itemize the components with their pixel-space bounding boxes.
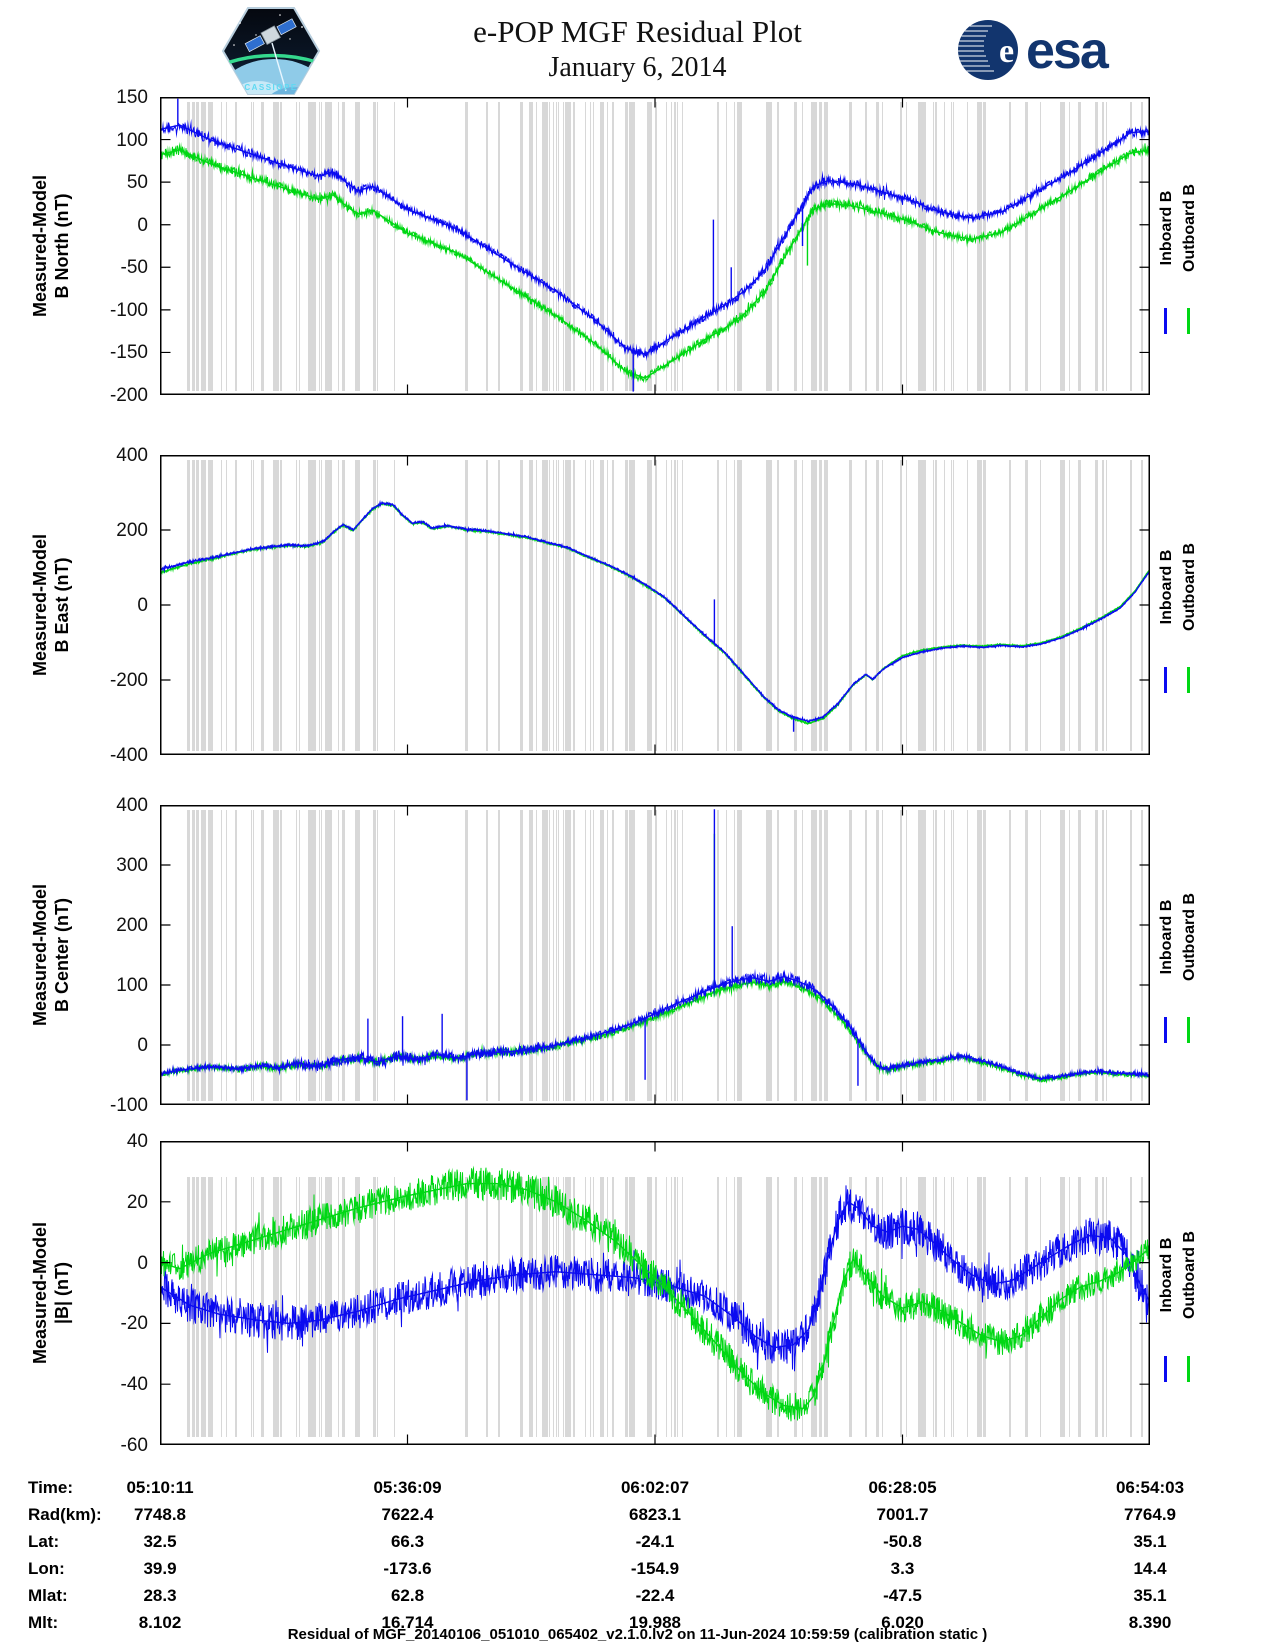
y-axis-label-b-center: Measured-Model B Center (nT) bbox=[30, 883, 72, 1027]
y-tick-label: -100 bbox=[109, 1095, 148, 1116]
table-cell: 39.9 bbox=[143, 1559, 177, 1578]
y-tick-label: -150 bbox=[109, 342, 148, 364]
table-row-label: Time: bbox=[28, 1478, 74, 1497]
legend-label-outboard: Outboard B bbox=[1181, 543, 1198, 631]
y-tick-label: 400 bbox=[116, 445, 148, 466]
y-tick-label: 0 bbox=[137, 1252, 148, 1274]
table-cell: -50.8 bbox=[883, 1532, 922, 1551]
plot-panel-b-center bbox=[160, 805, 1150, 1105]
y-tick-label: -40 bbox=[120, 1374, 148, 1396]
y-tick-label: 0 bbox=[137, 595, 148, 616]
y-tick-label: 150 bbox=[116, 87, 148, 108]
table-cell: 05:36:09 bbox=[373, 1478, 442, 1497]
table-cell: 14.4 bbox=[1133, 1559, 1167, 1578]
table-cell: 05:10:11 bbox=[126, 1478, 194, 1497]
legend-label-inboard: Inboard B bbox=[1158, 1237, 1175, 1313]
legend-line-sample-inboard bbox=[1164, 307, 1167, 334]
table-row-label: Lon: bbox=[28, 1559, 65, 1578]
esa-logo: e esa bbox=[958, 20, 1112, 80]
table-cell: 6823.1 bbox=[629, 1505, 681, 1524]
figure-date: January 6, 2014 bbox=[548, 52, 727, 83]
table-cell: 7748.8 bbox=[134, 1505, 186, 1524]
table-cell: -154.9 bbox=[630, 1559, 680, 1578]
y-tick-label: -200 bbox=[109, 385, 148, 406]
table-cell: 6.020 bbox=[881, 1613, 924, 1632]
legend-label-inboard: Inboard B bbox=[1158, 899, 1175, 975]
legend-label-inboard: Inboard B bbox=[1158, 549, 1175, 625]
y-tick-label: 20 bbox=[126, 1191, 148, 1213]
table-cell: 66.3 bbox=[390, 1532, 425, 1551]
plot-panel-b-north bbox=[160, 97, 1150, 395]
table-cell: -173.6 bbox=[383, 1559, 432, 1578]
y-tick-label: -50 bbox=[120, 257, 148, 279]
legend-line-sample-inboard bbox=[1164, 1017, 1167, 1043]
y-tick-label: -200 bbox=[109, 670, 148, 691]
y-tick-label: 400 bbox=[116, 795, 148, 816]
legend-line-sample-outboard bbox=[1187, 1017, 1190, 1043]
legend-line-sample-outboard bbox=[1187, 307, 1190, 334]
legend-line-sample-inboard bbox=[1164, 1356, 1167, 1382]
satellite-graphic bbox=[244, 18, 297, 53]
esa-globe-icon bbox=[958, 20, 1018, 80]
table-row-label: Rad(km): bbox=[28, 1505, 102, 1524]
table-cell: -24.1 bbox=[635, 1532, 675, 1551]
plot-panel-b-east bbox=[160, 455, 1150, 755]
table-cell: -22.4 bbox=[635, 1586, 675, 1605]
table-cell: 3.3 bbox=[890, 1559, 915, 1578]
table-cell: -47.5 bbox=[883, 1586, 922, 1605]
y-tick-label: 50 bbox=[126, 172, 148, 194]
legend-line-sample-outboard bbox=[1187, 667, 1190, 693]
y-tick-label: 200 bbox=[116, 915, 148, 936]
table-cell: 19.988 bbox=[629, 1613, 681, 1632]
table-row-label: Lat: bbox=[28, 1532, 60, 1551]
legend-line-sample-outboard bbox=[1187, 1356, 1190, 1382]
table-cell: 16.714 bbox=[381, 1613, 434, 1632]
table-cell: 35.1 bbox=[1133, 1532, 1167, 1551]
legend-label-inboard: Inboard B bbox=[1158, 190, 1175, 266]
table-cell: 28.3 bbox=[143, 1586, 177, 1605]
y-tick-label: 100 bbox=[116, 129, 148, 151]
table-row-label: Mlat: bbox=[28, 1586, 68, 1605]
legend-label-outboard: Outboard B bbox=[1181, 184, 1198, 273]
y-axis-label-b-magnitude: Measured-Model |B| (nT) bbox=[30, 1221, 72, 1365]
y-tick-label: -100 bbox=[109, 299, 148, 321]
y-tick-label: -20 bbox=[120, 1313, 148, 1335]
y-tick-label: -60 bbox=[120, 1435, 148, 1456]
table-cell: 35.1 bbox=[1133, 1586, 1167, 1605]
figure-title: e-POP MGF Residual Plot bbox=[473, 14, 802, 49]
table-cell: 7622.4 bbox=[381, 1505, 434, 1524]
table-cell: 06:28:05 bbox=[868, 1478, 937, 1497]
patch-label: CASSIOPE bbox=[244, 83, 297, 92]
y-tick-label: 200 bbox=[116, 520, 148, 541]
y-tick-label: 300 bbox=[116, 855, 148, 876]
cassiope-mission-patch: CASSIOPE bbox=[221, 7, 321, 95]
y-tick-label: 40 bbox=[126, 1131, 148, 1152]
table-cell: 06:54:03 bbox=[1115, 1478, 1185, 1497]
esa-wordmark: esa bbox=[1026, 22, 1110, 80]
table-cell: 32.5 bbox=[143, 1532, 177, 1551]
table-cell: 7764.9 bbox=[1124, 1505, 1176, 1524]
table-cell: 06:02:07 bbox=[620, 1478, 690, 1497]
esa-globe-letter: e bbox=[999, 33, 1014, 70]
y-tick-label: 0 bbox=[137, 1035, 148, 1056]
figure-caption: Residual of MGF_20140106_051010_065402_v… bbox=[287, 1626, 988, 1643]
legend-line-sample-inboard bbox=[1164, 667, 1167, 693]
table-row-label: Mlt: bbox=[28, 1613, 59, 1632]
plot-panel-b-magnitude bbox=[160, 1141, 1150, 1445]
table-cell: 8.102 bbox=[138, 1613, 182, 1632]
table-cell: 62.8 bbox=[390, 1586, 425, 1605]
table-cell: 8.390 bbox=[1128, 1613, 1172, 1632]
y-tick-label: -400 bbox=[109, 745, 148, 766]
legend-label-outboard: Outboard B bbox=[1181, 893, 1198, 981]
y-tick-label: 0 bbox=[137, 214, 148, 236]
legend-label-outboard: Outboard B bbox=[1181, 1230, 1198, 1319]
y-tick-label: 100 bbox=[116, 975, 148, 996]
table-cell: 7001.7 bbox=[876, 1505, 929, 1524]
